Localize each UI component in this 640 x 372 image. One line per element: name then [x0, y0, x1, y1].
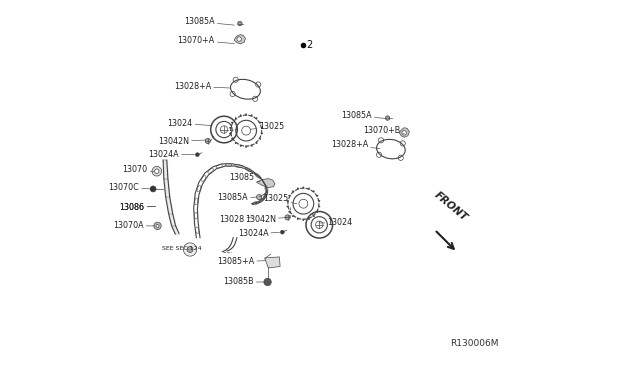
Text: 13024: 13024	[319, 218, 353, 227]
Circle shape	[280, 230, 284, 234]
Circle shape	[257, 195, 262, 200]
Text: 13070C: 13070C	[108, 183, 150, 192]
Text: 13028+A: 13028+A	[174, 82, 230, 91]
Text: 13025: 13025	[264, 195, 297, 204]
Text: 13070+A: 13070+A	[177, 36, 234, 45]
Circle shape	[187, 247, 193, 253]
Text: 13024A: 13024A	[148, 150, 195, 159]
Text: 13085A: 13085A	[218, 193, 256, 202]
Circle shape	[184, 243, 196, 256]
Circle shape	[237, 21, 242, 26]
Text: 13085A: 13085A	[184, 17, 234, 26]
Circle shape	[285, 215, 290, 220]
Text: SEE SEC.124: SEE SEC.124	[163, 246, 202, 250]
Text: 13028: 13028	[219, 215, 253, 224]
Text: 13070+B: 13070+B	[364, 126, 404, 135]
Circle shape	[152, 166, 162, 176]
Text: FRONT: FRONT	[433, 190, 470, 223]
Text: 13024A: 13024A	[237, 230, 280, 238]
Text: 13024: 13024	[168, 119, 212, 128]
Text: 13070: 13070	[122, 165, 154, 174]
Circle shape	[237, 37, 241, 41]
Text: 13070A: 13070A	[113, 221, 155, 230]
Circle shape	[205, 138, 211, 144]
Circle shape	[155, 169, 159, 173]
Text: R130006M: R130006M	[451, 340, 499, 349]
Circle shape	[154, 222, 161, 230]
Circle shape	[385, 116, 390, 120]
Text: 13028+A: 13028+A	[331, 140, 380, 149]
Circle shape	[402, 131, 406, 135]
Text: 13086: 13086	[120, 203, 156, 212]
Polygon shape	[257, 179, 275, 187]
Polygon shape	[234, 35, 245, 44]
Text: 2: 2	[307, 40, 312, 50]
Polygon shape	[264, 257, 280, 268]
Text: 13025: 13025	[251, 122, 284, 131]
Text: 13085A: 13085A	[341, 111, 387, 121]
Text: 13042N: 13042N	[158, 137, 205, 146]
Circle shape	[156, 224, 159, 227]
Text: 13042N: 13042N	[244, 215, 287, 224]
Circle shape	[150, 186, 156, 192]
Circle shape	[196, 153, 199, 157]
Text: 13085B: 13085B	[223, 278, 265, 286]
Text: 13086: 13086	[120, 203, 156, 212]
Polygon shape	[399, 128, 410, 137]
Circle shape	[264, 278, 271, 286]
Text: 13085: 13085	[229, 173, 260, 182]
Text: 13085+A: 13085+A	[217, 257, 266, 266]
